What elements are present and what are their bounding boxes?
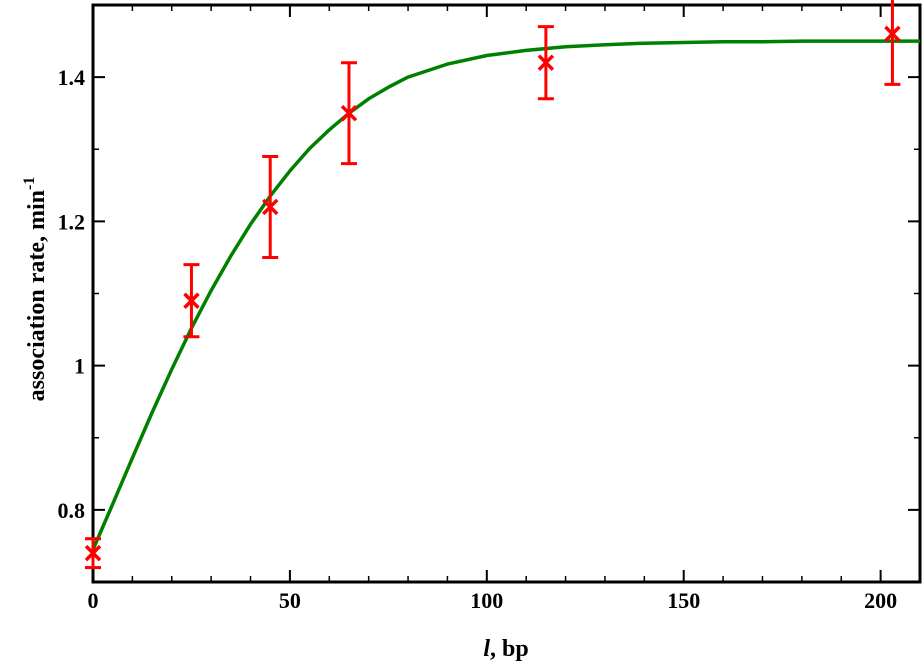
y-tick-label: 1.4 [58,65,86,90]
data-point [340,61,358,166]
data-point [183,263,200,339]
x-tick-label: 0 [88,588,99,613]
y-axis-title: association rate, min-1 [21,177,50,402]
x-tick-label: 100 [470,588,503,613]
x-tick-label: 150 [667,588,700,613]
x-marker-stroke-b [183,292,200,309]
data-point [884,0,901,86]
data-point [261,154,279,259]
y-axis-title-sup: -1 [21,177,38,190]
x-axis-title-rest: , bp [490,636,529,662]
x-marker-stroke-b [884,25,901,43]
y-tick-label: 1 [74,354,85,379]
x-axis-title-italic: l [483,636,490,662]
y-axis-title-main: association rate, min [24,190,50,401]
x-tick-label: 50 [279,588,301,613]
x-marker-stroke-b [340,104,358,122]
x-tick-label: 200 [864,588,897,613]
plot-frame [91,3,922,584]
data-point [84,537,102,570]
plot-area: 0 50 100 150 200 0.8 1 1.2 1.4 [58,0,922,613]
x-axis-title: l, bp [483,636,528,662]
data-point [537,25,555,101]
x-marker-stroke-b [537,54,555,71]
fit-curve-line [91,39,920,551]
x-marker-stroke-b [261,198,279,216]
x-marker-stroke-b [84,544,102,562]
y-tick-label: 0.8 [58,498,86,523]
y-tick-label: 1.2 [58,209,86,234]
